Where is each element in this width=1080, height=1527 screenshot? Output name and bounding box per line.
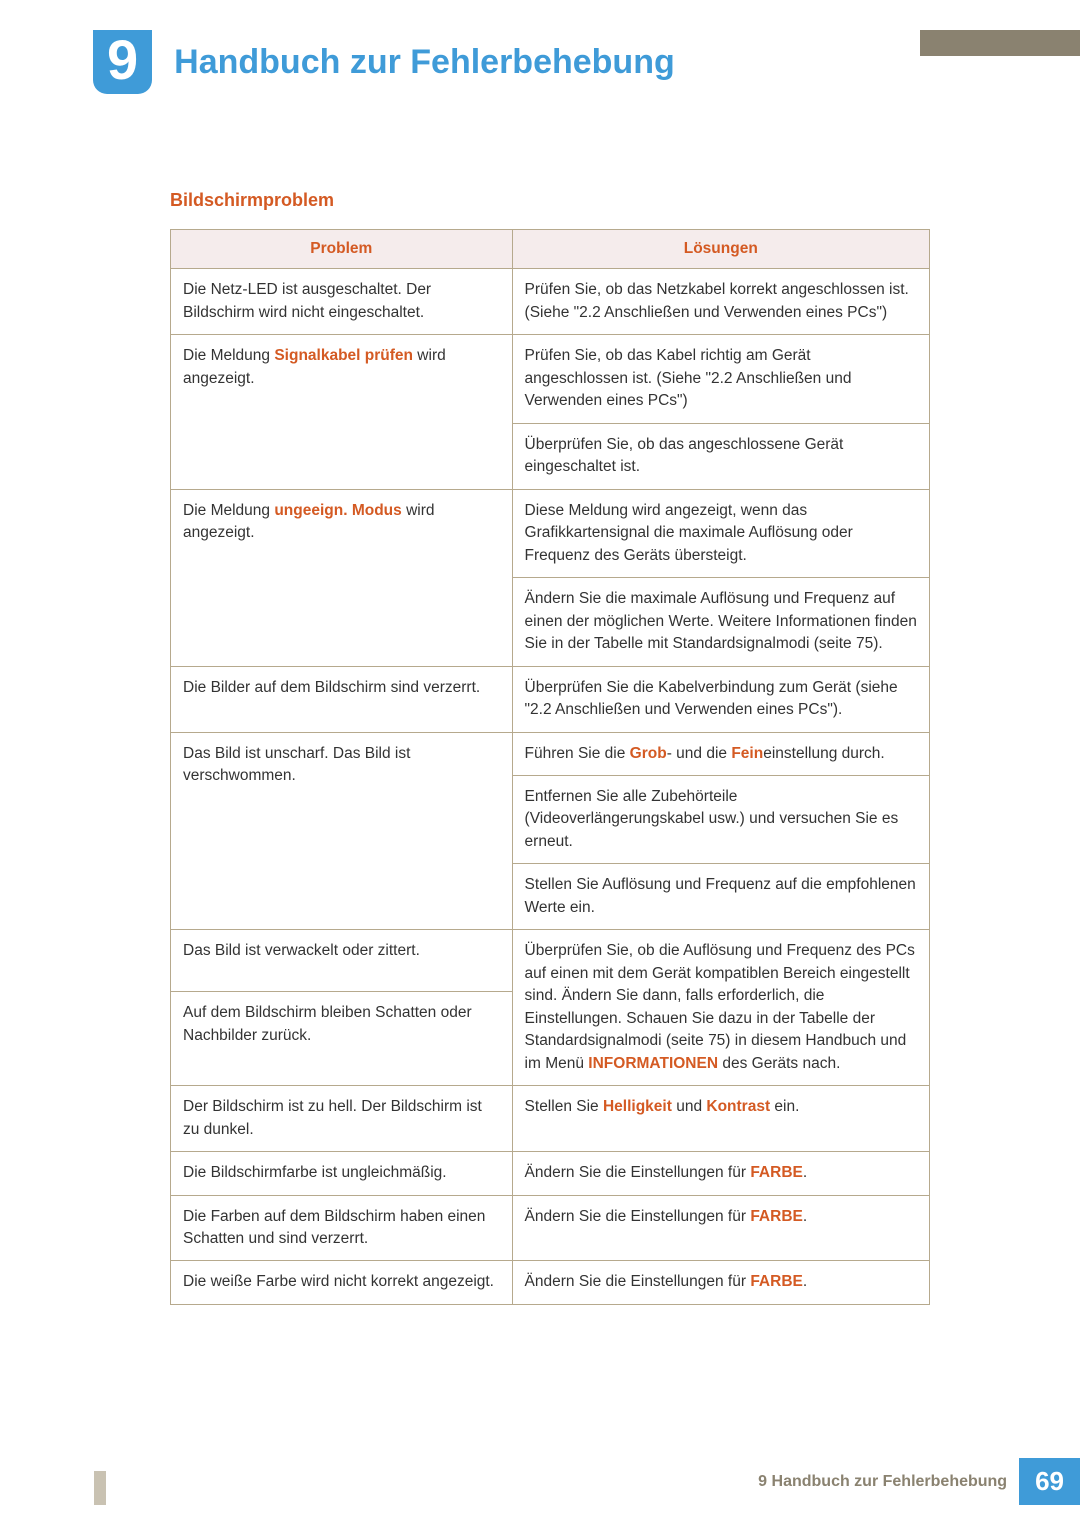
- table-cell-solution: Stellen Sie Helligkeit und Kontrast ein.: [512, 1086, 929, 1152]
- table-header-problem: Problem: [171, 230, 513, 269]
- table-cell-solution: Prüfen Sie, ob das Netzkabel korrekt ang…: [512, 269, 929, 335]
- table-cell-problem: Das Bild ist unscharf. Das Bild ist vers…: [171, 732, 513, 930]
- footer: 9 Handbuch zur Fehlerbehebung 69: [758, 1458, 1080, 1505]
- table-cell-solution: Ändern Sie die Einstellungen für FARBE.: [512, 1261, 929, 1304]
- top-band-decoration: [920, 30, 1080, 56]
- table-cell-problem: Der Bildschirm ist zu hell. Der Bildschi…: [171, 1086, 513, 1152]
- table-cell-solution: Stellen Sie Auflösung und Frequenz auf d…: [512, 864, 929, 930]
- table-header-solution: Lösungen: [512, 230, 929, 269]
- table-cell-problem: Auf dem Bildschirm bleiben Schatten oder…: [171, 992, 513, 1086]
- table-cell-solution: Ändern Sie die maximale Auflösung und Fr…: [512, 578, 929, 666]
- table-cell-solution: Prüfen Sie, ob das Kabel richtig am Gerä…: [512, 335, 929, 423]
- footer-text: 9 Handbuch zur Fehlerbehebung: [758, 1473, 1007, 1491]
- table-cell-problem: Die weiße Farbe wird nicht korrekt angez…: [171, 1261, 513, 1304]
- troubleshooting-table: Problem Lösungen Die Netz-LED ist ausges…: [170, 229, 930, 1305]
- table-cell-problem: Die Bildschirmfarbe ist ungleichmäßig.: [171, 1152, 513, 1195]
- side-stripe-decoration: [94, 1471, 106, 1505]
- chapter-number-badge: 9: [93, 30, 152, 94]
- table-cell-solution: Entfernen Sie alle Zubehörteile (Videove…: [512, 775, 929, 863]
- content-area: Bildschirmproblem Problem Lösungen Die N…: [170, 190, 930, 1305]
- table-cell-problem: Die Meldung Signalkabel prüfen wird ange…: [171, 335, 513, 489]
- table-cell-problem: Die Bilder auf dem Bildschirm sind verze…: [171, 666, 513, 732]
- chapter-title: Handbuch zur Fehlerbehebung: [174, 43, 675, 82]
- table-cell-solution: Ändern Sie die Einstellungen für FARBE.: [512, 1152, 929, 1195]
- table-cell-solution: Diese Meldung wird angezeigt, wenn das G…: [512, 489, 929, 577]
- table-cell-problem: Das Bild ist verwackelt oder zittert.: [171, 930, 513, 992]
- table-cell-problem: Die Meldung ungeeign. Modus wird angezei…: [171, 489, 513, 666]
- table-cell-solution: Überprüfen Sie, ob die Auflösung und Fre…: [512, 930, 929, 1086]
- table-cell-solution: Überprüfen Sie, ob das angeschlossene Ge…: [512, 423, 929, 489]
- header: 9 Handbuch zur Fehlerbehebung: [93, 30, 675, 94]
- table-cell-problem: Die Farben auf dem Bildschirm haben eine…: [171, 1195, 513, 1261]
- table-cell-problem: Die Netz-LED ist ausgeschaltet. Der Bild…: [171, 269, 513, 335]
- table-cell-solution: Führen Sie die Grob- und die Feineinstel…: [512, 732, 929, 775]
- section-title: Bildschirmproblem: [170, 190, 930, 211]
- table-cell-solution: Überprüfen Sie die Kabelverbindung zum G…: [512, 666, 929, 732]
- table-cell-solution: Ändern Sie die Einstellungen für FARBE.: [512, 1195, 929, 1261]
- footer-page-number: 69: [1019, 1458, 1080, 1505]
